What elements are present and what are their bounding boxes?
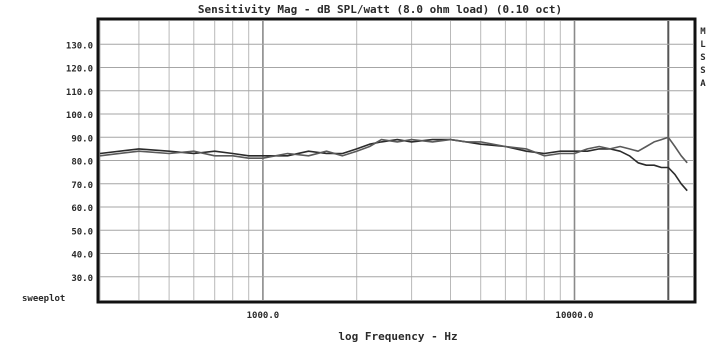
y-tick-labels: 130.0 120.0 110.0 100.0 90.0 80.0 70.0 60.0 50.0… xyxy=(66,41,93,283)
x-axis-label: log Frequency - Hz xyxy=(338,330,457,343)
side-letter: A xyxy=(700,79,706,89)
side-letter: S xyxy=(700,53,705,63)
y-tick-label: 30.0 xyxy=(71,274,93,284)
y-tick-label: 40.0 xyxy=(71,251,93,261)
side-letter: L xyxy=(700,40,706,50)
chart-title: Sensitivity Mag - dB SPL/watt (8.0 ohm l… xyxy=(198,3,562,16)
y-tick-label: 130.0 xyxy=(66,41,93,51)
x-tick-label: 1000.0 xyxy=(247,311,280,321)
y-tick-label: 50.0 xyxy=(71,227,93,237)
x-tick-labels: 1000.0 10000.0 xyxy=(247,311,594,321)
side-letter: M xyxy=(700,27,706,37)
series-line-2 xyxy=(99,136,688,164)
corner-label: sweeplot xyxy=(22,294,65,304)
plot-frame xyxy=(96,17,697,304)
y-tick-label: 70.0 xyxy=(71,181,93,191)
y-tick-label: 100.0 xyxy=(66,111,93,121)
x-tick-label: 10000.0 xyxy=(556,311,594,321)
y-tick-label: 120.0 xyxy=(66,65,93,75)
grid xyxy=(99,21,693,300)
y-tick-label: 110.0 xyxy=(66,88,93,98)
side-letter: S xyxy=(700,66,705,76)
y-tick-label: 80.0 xyxy=(71,158,93,168)
series-lines xyxy=(99,136,688,192)
y-tick-label: 90.0 xyxy=(71,134,93,144)
y-tick-label: 60.0 xyxy=(71,204,93,214)
